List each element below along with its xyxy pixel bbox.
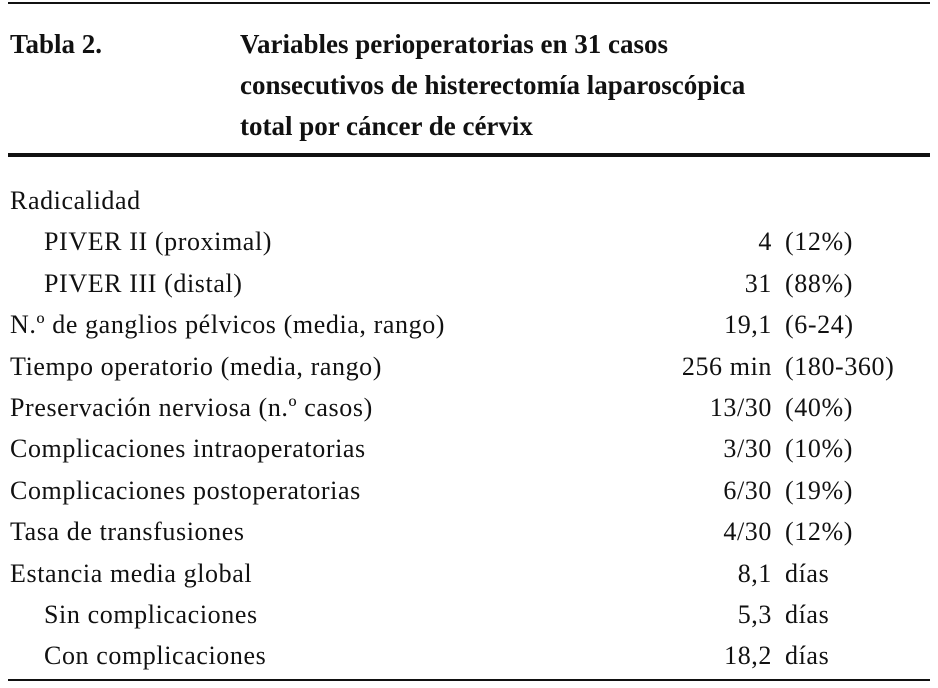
row-note: días: [785, 641, 830, 671]
row-note: (180-360): [785, 351, 895, 381]
table-label: Tabla 2.: [10, 29, 103, 59]
row-note: (40%): [785, 393, 853, 422]
row-value: 8,1: [737, 558, 772, 588]
row-label: Con complicaciones: [44, 641, 267, 671]
row-note: días: [785, 600, 830, 629]
row-label: Tasa de transfusiones: [10, 517, 245, 547]
row-value: 18,2: [724, 641, 772, 671]
row-note: (19%): [785, 475, 853, 505]
header-rule: [8, 153, 930, 157]
row-value: 13/30: [709, 393, 772, 422]
bottom-rule: [8, 679, 930, 681]
row-label: Complicaciones postoperatorias: [10, 475, 361, 505]
row-label: Complicaciones intraoperatorias: [10, 434, 366, 464]
row-value: 4/30: [723, 517, 772, 547]
row-label: Tiempo operatorio (media, rango): [10, 351, 383, 381]
table-title: total por cáncer de cérvix: [240, 111, 533, 141]
table-row: N.º de ganglios pélvicos (media, rango) 1…: [0, 304, 938, 345]
row-label: N.º de ganglios pélvicos (media, rango): [10, 310, 446, 340]
table-row: Tasa de transfusiones 4/30 (12%): [0, 511, 938, 552]
row-value: 256 min: [681, 351, 772, 381]
row-label: Estancia media global: [10, 558, 253, 588]
table-row: PIVER II (proximal) 4 (12%): [0, 221, 938, 262]
row-value: 19,1: [724, 310, 772, 340]
row-value: 6/30: [723, 475, 772, 505]
row-note: (12%): [785, 517, 853, 547]
row-label: PIVER II (proximal): [44, 227, 273, 257]
table-row: Con complicaciones 18,2 días: [0, 635, 938, 676]
table-row: Sin complicaciones 5,3 días: [0, 594, 938, 635]
row-note: (10%): [785, 434, 853, 464]
row-note: (88%): [785, 268, 853, 298]
table-row: Complicaciones intraoperatorias 3/30 (10%): [0, 428, 938, 469]
table-row: Radicalidad: [0, 180, 938, 221]
table-row: Estancia media global 8,1 días: [0, 553, 938, 594]
row-value: 5,3: [737, 600, 772, 629]
row-label: Radicalidad: [10, 186, 141, 215]
table-row: Tiempo operatorio (media, rango) 256 min (…: [0, 346, 938, 387]
top-rule: [8, 2, 930, 4]
row-value: 4: [758, 227, 772, 257]
table-title: Variables perioperatorias en 31 casos: [240, 29, 668, 59]
table-row: Preservación nerviosa (n.º casos) 13/30 (4…: [0, 387, 938, 428]
row-note: (6-24): [785, 310, 854, 340]
row-label: Preservación nerviosa (n.º casos): [10, 393, 373, 422]
row-value: 31: [744, 268, 772, 298]
row-note: (12%): [785, 227, 853, 257]
table-row: Complicaciones postoperatorias 6/30 (19%): [0, 470, 938, 511]
row-label: Sin complicaciones: [44, 600, 258, 629]
row-value: 3/30: [723, 434, 772, 464]
table-row: PIVER III (distal) 31 (88%): [0, 263, 938, 304]
table-title: consecutivos de histerectomía laparoscóp…: [240, 70, 746, 100]
row-note: días: [785, 558, 830, 588]
row-label: PIVER III (distal): [44, 268, 243, 298]
